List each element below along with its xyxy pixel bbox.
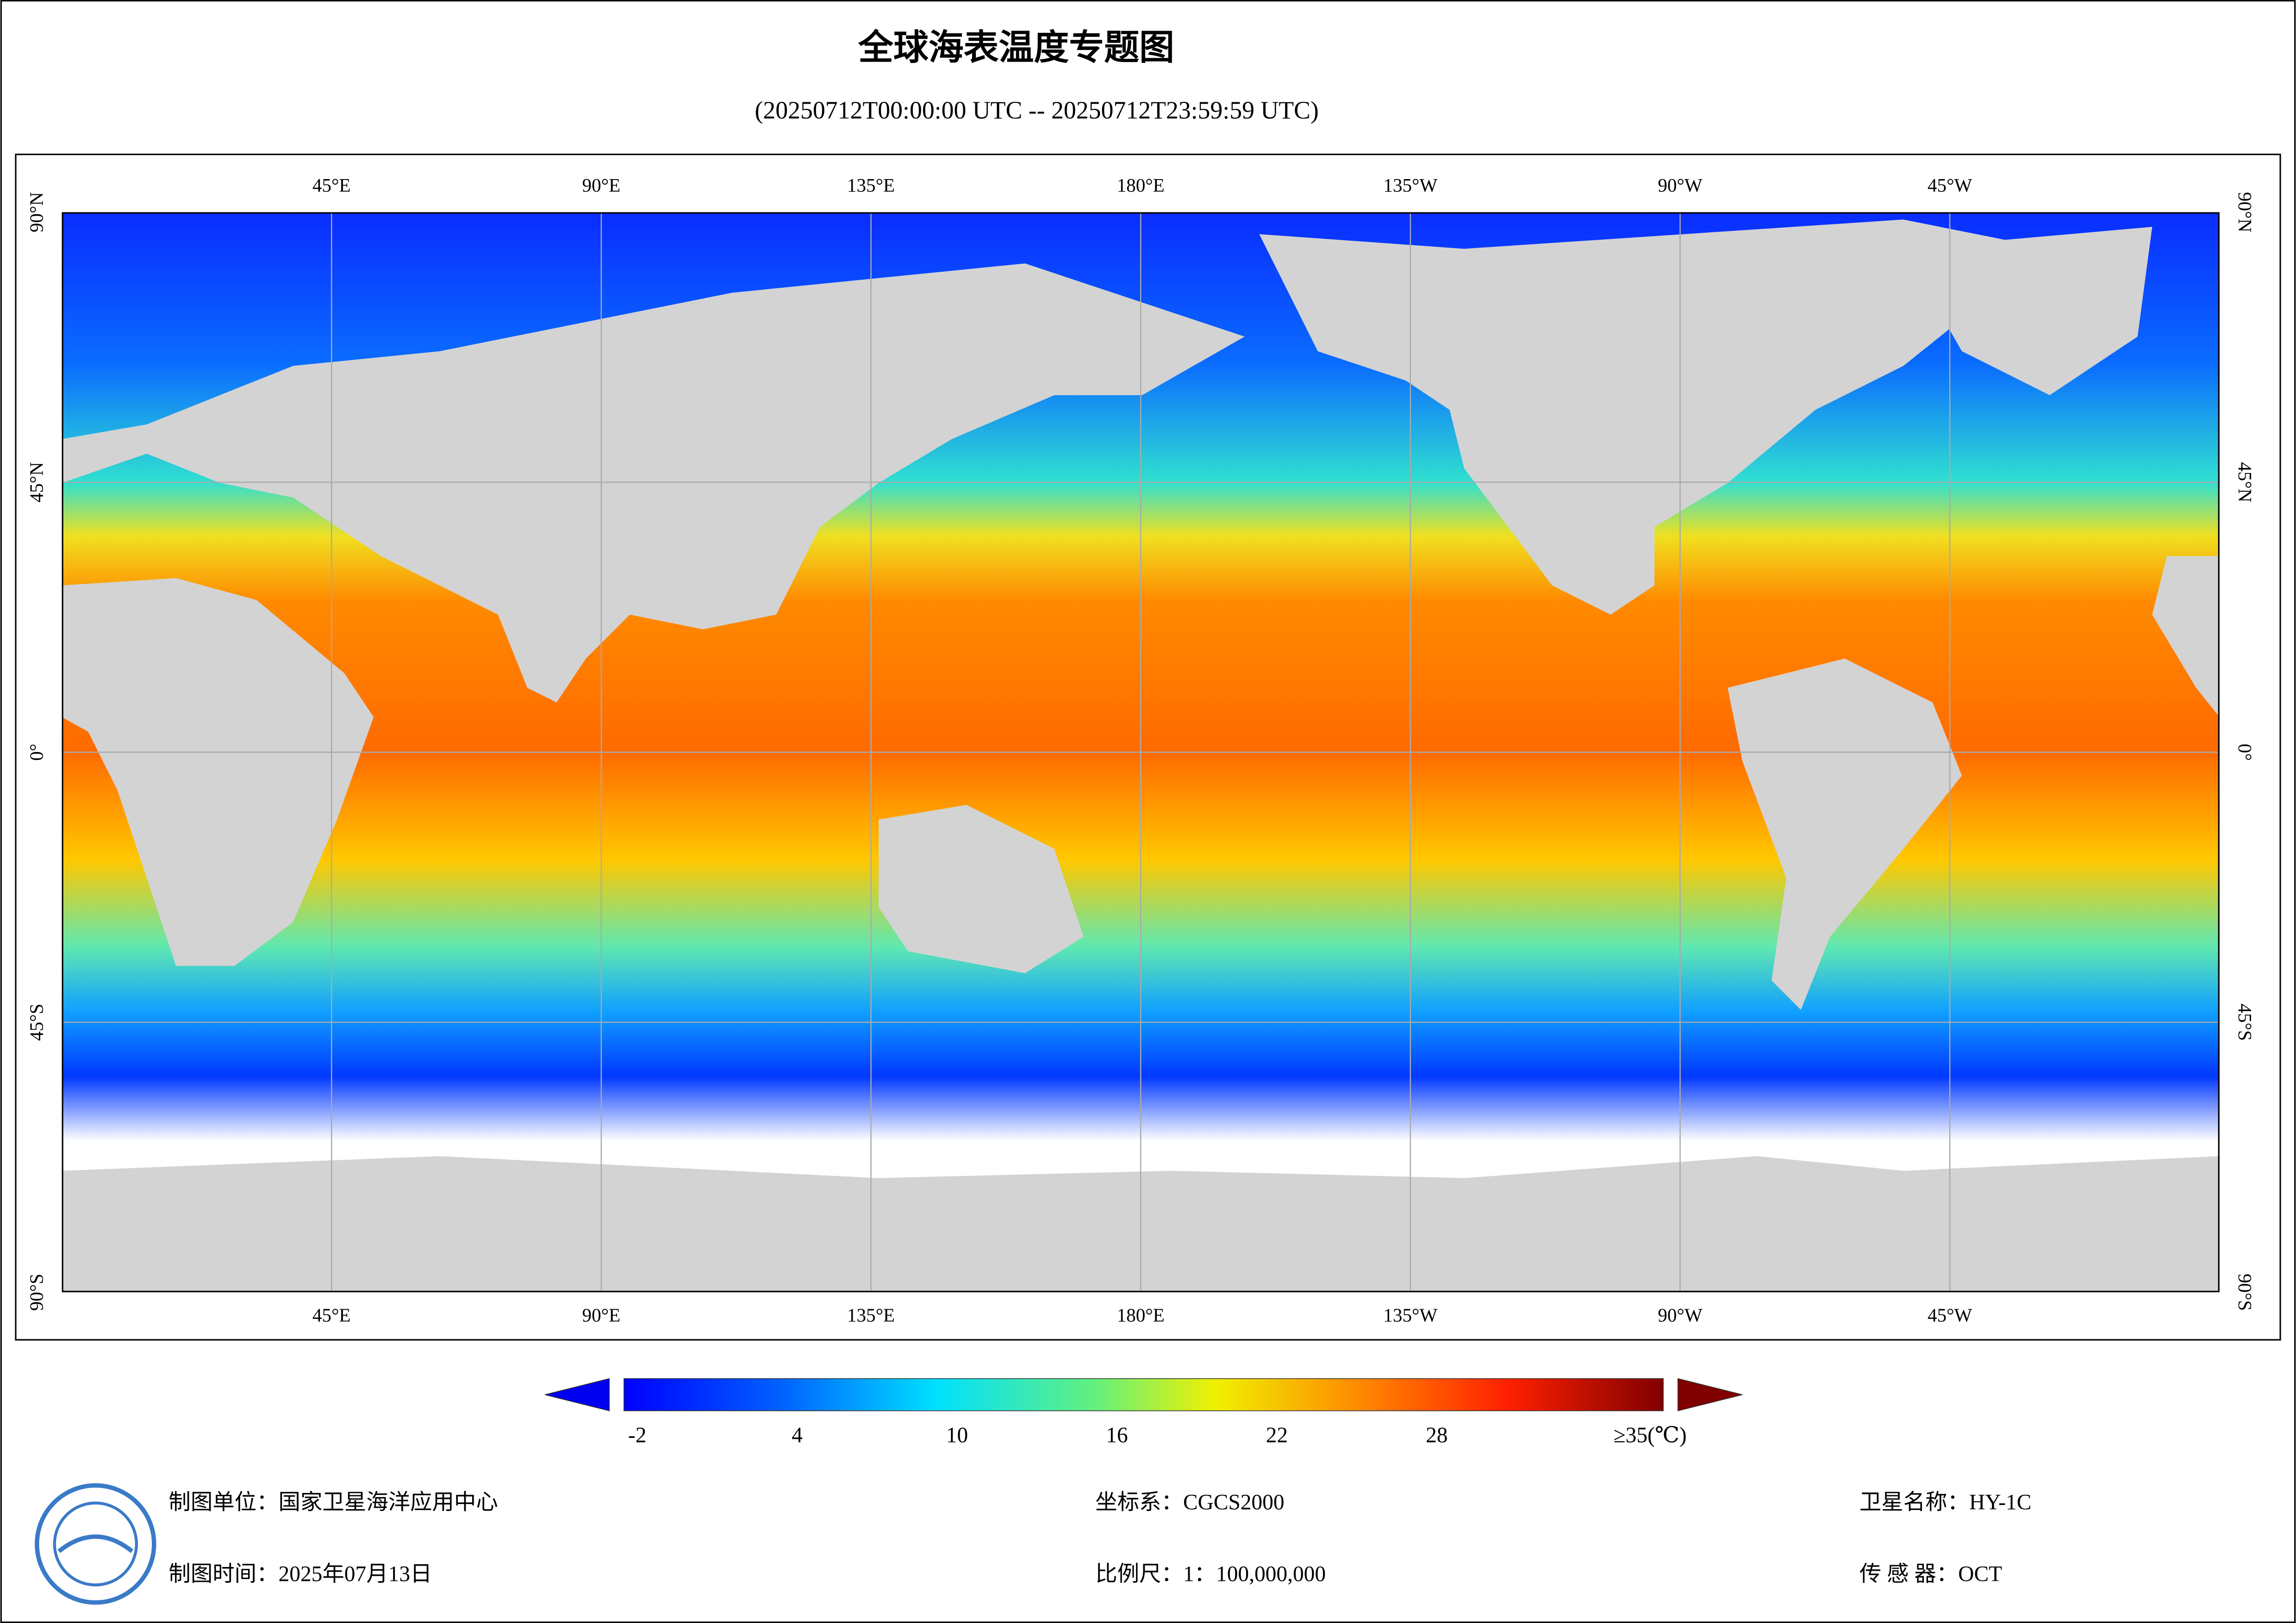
colorbar-min-arrow xyxy=(544,1378,610,1412)
lon-label-bottom: 90°W xyxy=(1658,1305,1703,1326)
lon-label-top: 135°W xyxy=(1383,174,1437,196)
colorbar-tick-label: 10 xyxy=(946,1423,968,1447)
colorbar-tick-label: 4 xyxy=(792,1423,803,1447)
lon-label-top: 90°E xyxy=(582,174,621,196)
colorbar-max-label: ≥35(℃) xyxy=(1614,1423,1687,1447)
lat-label-left: 0° xyxy=(25,744,47,761)
lat-label-left: 45°N xyxy=(25,462,47,502)
map-frame xyxy=(15,154,2281,1341)
map-border xyxy=(62,212,2220,1293)
lon-label-bottom: 135°E xyxy=(847,1305,895,1326)
lat-label-right: 0° xyxy=(2234,744,2256,761)
lon-label-top: 180°E xyxy=(1117,174,1165,196)
lon-label-top: 135°E xyxy=(847,174,895,196)
colorbar-tick-label: -2 xyxy=(628,1423,647,1447)
lon-label-bottom: 180°E xyxy=(1117,1305,1165,1326)
footer-satellite: 卫星名称：HY-1C xyxy=(1859,1491,2031,1515)
lat-label-left: 90°S xyxy=(25,1274,47,1311)
colorbar-max-arrow xyxy=(1677,1378,1743,1412)
logo xyxy=(35,1483,156,1605)
lat-label-left: 90°N xyxy=(25,192,47,232)
map xyxy=(62,212,2220,1293)
lon-label-bottom: 45°W xyxy=(1928,1305,1972,1326)
lat-label-right: 90°S xyxy=(2234,1274,2256,1311)
footer-crs: 坐标系：CGCS2000 xyxy=(1095,1491,1284,1515)
lat-label-left: 45°S xyxy=(25,1004,47,1041)
lon-label-top: 45°E xyxy=(312,174,351,196)
lat-label-right: 45°S xyxy=(2234,1004,2256,1041)
colorbar-tick-label: 22 xyxy=(1266,1423,1288,1447)
colorbar-tick-label: 28 xyxy=(1426,1423,1447,1447)
lon-label-bottom: 135°W xyxy=(1383,1305,1437,1326)
lon-label-bottom: 90°E xyxy=(582,1305,621,1326)
lat-label-right: 90°N xyxy=(2234,192,2256,232)
lon-label-bottom: 45°E xyxy=(312,1305,351,1326)
lat-label-right: 45°N xyxy=(2234,462,2256,502)
title: 全球海表温度专题图 xyxy=(858,27,1174,68)
footer-sensor: 传 感 器：OCT xyxy=(1859,1562,2002,1586)
footer-date: 制图时间：2025年07月13日 xyxy=(168,1562,432,1586)
colorbar-tick-label: 16 xyxy=(1106,1423,1128,1447)
lon-label-top: 90°W xyxy=(1658,174,1703,196)
footer-unit: 制图单位：国家卫星海洋应用中心 xyxy=(168,1491,498,1515)
footer-scale: 比例尺：1：100,000,000 xyxy=(1095,1562,1326,1586)
colorbar xyxy=(624,1378,1664,1412)
subtitle: (20250712T00:00:00 UTC -- 20250712T23:59… xyxy=(755,96,1319,124)
lon-label-top: 45°W xyxy=(1928,174,1972,196)
